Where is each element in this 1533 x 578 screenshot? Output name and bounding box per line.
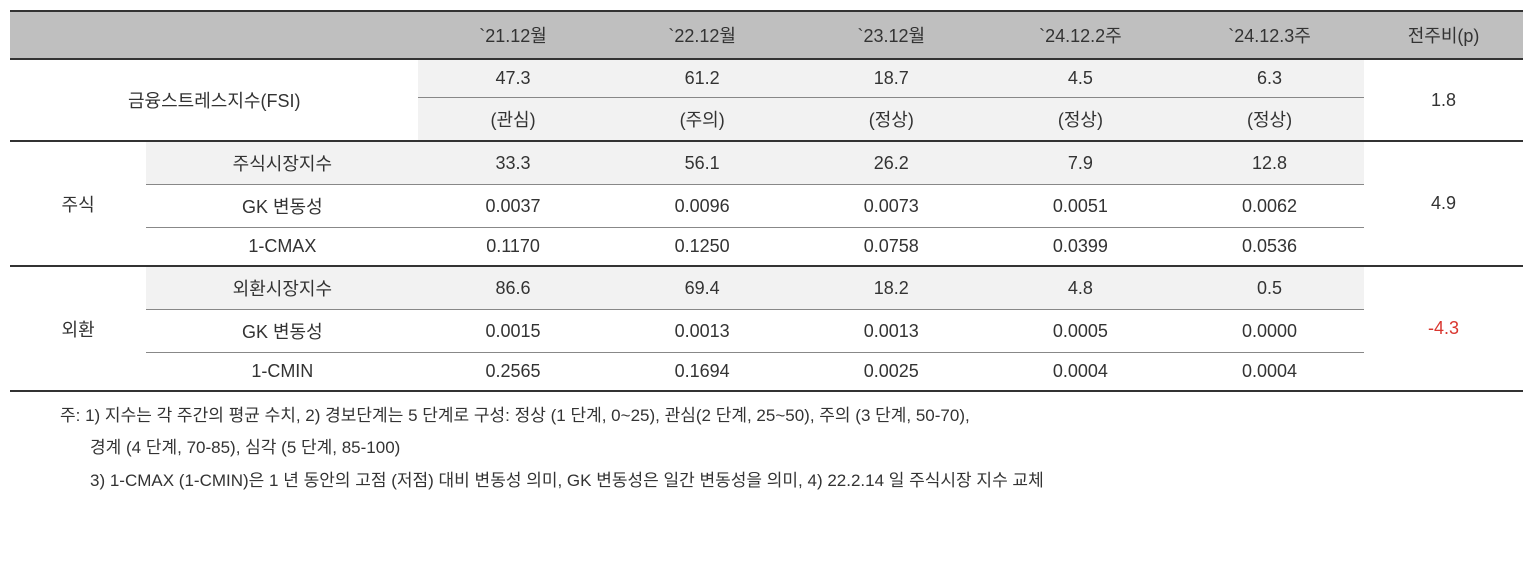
stock-value: 7.9 [986,141,1175,185]
footnotes: 주: 1) 지수는 각 주간의 평균 수치, 2) 경보단계는 5 단계로 구성… [10,400,1523,497]
fx-value: 0.5 [1175,266,1364,310]
fsi-state: (정상) [1175,98,1364,142]
fsi-state: (정상) [797,98,986,142]
fx-wow: -4.3 [1364,266,1523,391]
footnote-line: 경계 (4 단계, 70-85), 심각 (5 단계, 85-100) [60,432,1523,464]
stock-value: 0.0073 [797,185,986,228]
header-blank [10,11,418,59]
header-col: `24.12.3주 [1175,11,1364,59]
fx-sublabel: GK 변동성 [146,310,418,353]
header-col: `24.12.2주 [986,11,1175,59]
fx-value: 86.6 [418,266,607,310]
fx-value: 0.2565 [418,353,607,392]
fsi-label: 금융스트레스지수(FSI) [10,59,418,141]
stock-row-cmax: 1-CMAX 0.1170 0.1250 0.0758 0.0399 0.053… [10,228,1523,267]
footnote-line: 3) 1-CMAX (1-CMIN)은 1 년 동안의 고점 (저점) 대비 변… [60,465,1523,497]
fx-value: 0.0004 [986,353,1175,392]
footnote-line: 주: 1) 지수는 각 주간의 평균 수치, 2) 경보단계는 5 단계로 구성… [60,400,1523,432]
fsi-value: 4.5 [986,59,1175,98]
fsi-state: (관심) [418,98,607,142]
fsi-value: 47.3 [418,59,607,98]
fx-value: 0.1694 [608,353,797,392]
fsi-value: 61.2 [608,59,797,98]
stock-value: 0.0536 [1175,228,1364,267]
stock-sublabel: 주식시장지수 [146,141,418,185]
stock-value: 0.0037 [418,185,607,228]
stock-value: 12.8 [1175,141,1364,185]
stock-category: 주식 [10,141,146,266]
fx-sublabel: 1-CMIN [146,353,418,392]
stock-value: 0.0096 [608,185,797,228]
stock-value: 0.0051 [986,185,1175,228]
stock-sublabel: 1-CMAX [146,228,418,267]
stock-wow: 4.9 [1364,141,1523,266]
stock-sublabel: GK 변동성 [146,185,418,228]
fx-value: 4.8 [986,266,1175,310]
fsi-values-row: 금융스트레스지수(FSI) 47.3 61.2 18.7 4.5 6.3 1.8 [10,59,1523,98]
fx-value: 69.4 [608,266,797,310]
header-col: `22.12월 [608,11,797,59]
stock-row-index: 주식 주식시장지수 33.3 56.1 26.2 7.9 12.8 4.9 [10,141,1523,185]
fsi-wow: 1.8 [1364,59,1523,141]
fsi-state: (정상) [986,98,1175,142]
fsi-state: (주의) [608,98,797,142]
fx-value: 0.0000 [1175,310,1364,353]
fx-row-cmin: 1-CMIN 0.2565 0.1694 0.0025 0.0004 0.000… [10,353,1523,392]
fx-category: 외환 [10,266,146,391]
fx-value: 0.0004 [1175,353,1364,392]
header-col: `23.12월 [797,11,986,59]
fx-value: 0.0015 [418,310,607,353]
header-col: 전주비(p) [1364,11,1523,59]
stock-row-gk: GK 변동성 0.0037 0.0096 0.0073 0.0051 0.006… [10,185,1523,228]
stock-value: 0.0062 [1175,185,1364,228]
stock-value: 26.2 [797,141,986,185]
fx-value: 0.0013 [608,310,797,353]
fx-value: 0.0025 [797,353,986,392]
fx-row-index: 외환 외환시장지수 86.6 69.4 18.2 4.8 0.5 -4.3 [10,266,1523,310]
stock-value: 0.0758 [797,228,986,267]
stock-value: 33.3 [418,141,607,185]
fx-value: 18.2 [797,266,986,310]
header-col: `21.12월 [418,11,607,59]
table-header-row: `21.12월 `22.12월 `23.12월 `24.12.2주 `24.12… [10,11,1523,59]
stock-value: 0.1250 [608,228,797,267]
fx-row-gk: GK 변동성 0.0015 0.0013 0.0013 0.0005 0.000… [10,310,1523,353]
financial-stress-table: `21.12월 `22.12월 `23.12월 `24.12.2주 `24.12… [10,10,1523,392]
fx-sublabel: 외환시장지수 [146,266,418,310]
fsi-value: 6.3 [1175,59,1364,98]
fsi-value: 18.7 [797,59,986,98]
fx-value: 0.0005 [986,310,1175,353]
fx-value: 0.0013 [797,310,986,353]
stock-value: 0.0399 [986,228,1175,267]
stock-value: 56.1 [608,141,797,185]
stock-value: 0.1170 [418,228,607,267]
